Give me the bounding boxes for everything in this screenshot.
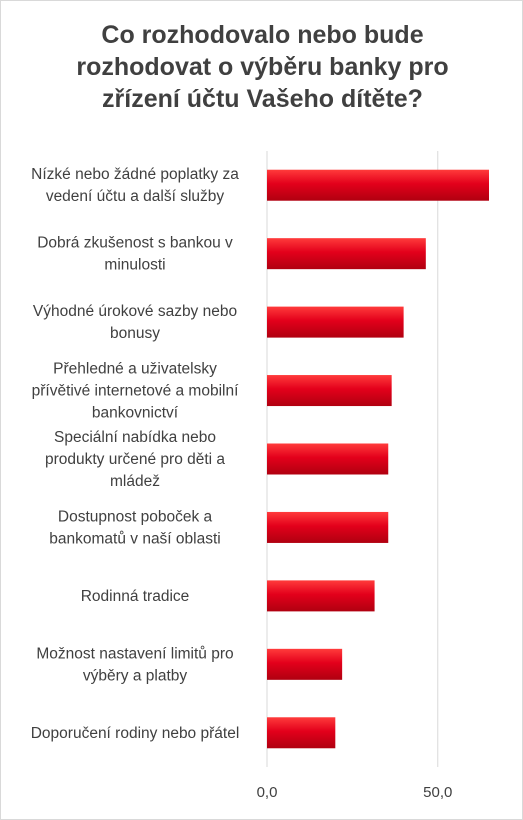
- category-label: Výhodné úrokové sazby nebo bonusy: [33, 303, 237, 342]
- chart-title-line: zřízení účtu Vašeho dítěte?: [102, 85, 423, 113]
- bar: [267, 169, 489, 201]
- category-label-line: Nízké nebo žádné poplatky za: [31, 166, 239, 183]
- category-label: Možnost nastavení limitů pro výběry a pla…: [36, 645, 233, 684]
- category-label: Doporučení rodiny nebo přátel: [31, 725, 240, 742]
- category-label: Přehledné a uživatelsky přívětivé interne…: [32, 361, 239, 422]
- category-label-line: vedení účtu a další služby: [46, 188, 225, 205]
- category-label-line: Rodinná tradice: [81, 588, 190, 605]
- category-label-line: Možnost nastavení limitů pro: [36, 645, 233, 662]
- category-label-line: výběry a platby: [83, 667, 187, 684]
- category-label-line: Dostupnost poboček a: [58, 508, 213, 525]
- category-label: Speciální nabídka nebo produkty určené pr…: [45, 429, 225, 490]
- bar: [267, 717, 336, 749]
- category-label-line: bonusy: [110, 325, 160, 342]
- chart-title-line: Co rozhodovalo nebo bude: [101, 21, 424, 49]
- bar: [267, 375, 392, 407]
- x-tick-label: 0,0: [257, 784, 278, 801]
- bar: [267, 238, 426, 270]
- chart-title-line: rozhodovat o výběru banky pro: [76, 53, 449, 81]
- category-label: Nízké nebo žádné poplatky za vedení účtu …: [31, 166, 239, 205]
- category-label-line: minulosti: [104, 257, 165, 274]
- bar: [267, 648, 343, 680]
- category-label-line: mládež: [110, 473, 160, 490]
- category-label-line: Dobrá zkušenost s bankou v: [37, 235, 233, 252]
- category-label-line: produkty určené pro děti a: [45, 451, 225, 468]
- category-label: Dobrá zkušenost s bankou v minulosti: [37, 235, 233, 274]
- bar: [267, 580, 375, 612]
- category-label-line: bankovnictví: [92, 405, 179, 422]
- x-tick-label: 50,0: [423, 784, 452, 801]
- category-label-line: Speciální nabídka nebo: [54, 429, 216, 446]
- bar: [267, 443, 389, 475]
- category-label-line: Přehledné a uživatelsky: [53, 361, 217, 378]
- category-label-line: Doporučení rodiny nebo přátel: [31, 725, 240, 742]
- category-label: Dostupnost poboček a bankomatů v naší obl…: [49, 508, 220, 547]
- chart-title: Co rozhodovalo nebo bude rozhodovat o výb…: [11, 19, 514, 115]
- category-label: Rodinná tradice: [81, 588, 190, 605]
- bar: [267, 511, 389, 543]
- category-label-line: Výhodné úrokové sazby nebo: [33, 303, 237, 320]
- bar: [267, 306, 404, 338]
- category-label-line: přívětivé internetové a mobilní: [32, 383, 239, 400]
- category-label-line: bankomatů v naší oblasti: [49, 530, 220, 547]
